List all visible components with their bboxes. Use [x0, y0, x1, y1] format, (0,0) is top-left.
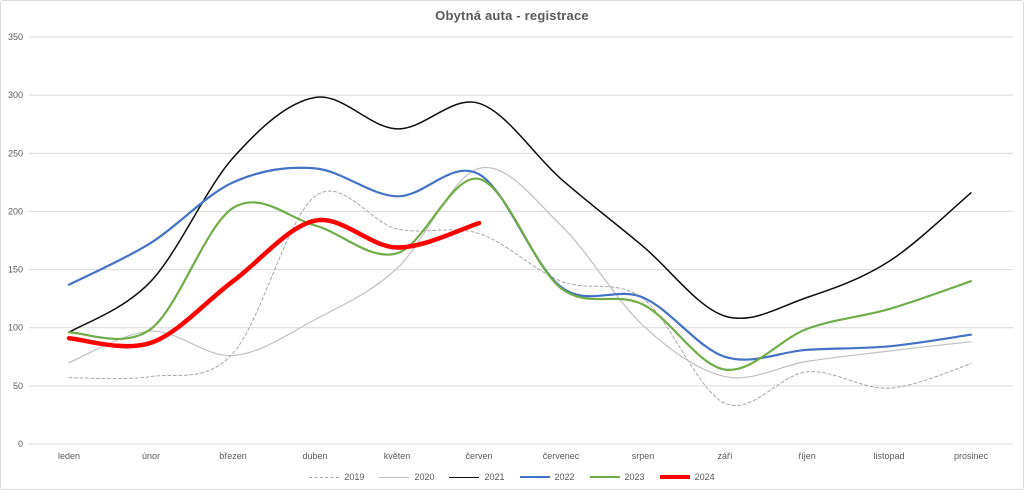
legend-label-2023: 2023: [624, 472, 645, 482]
x-axis-tick-label-listopad: listopad: [873, 451, 904, 461]
legend-line-icon-2023: [589, 476, 620, 478]
x-axis-tick-label-říjen: říjen: [798, 451, 816, 461]
series-line-2024: [66, 217, 482, 349]
legend-line-icon-2024: [659, 475, 690, 479]
y-axis-tick-label: 100: [8, 323, 23, 333]
x-axis-tick-label-květen: květen: [384, 451, 411, 461]
series-line-2019: [68, 190, 972, 406]
x-axis-tick-label-červen: červen: [465, 451, 492, 461]
y-axis-tick-label: 300: [8, 90, 23, 100]
y-axis-tick-label: 50: [13, 381, 23, 391]
x-axis-tick-label-únor: únor: [142, 451, 160, 461]
x-axis-tick-label-červenec: červenec: [543, 451, 580, 461]
series-line-2021: [68, 96, 972, 334]
y-axis-tick-label: 150: [8, 265, 23, 275]
series-line-2023: [67, 177, 973, 371]
legend-item-2021: 2021: [449, 472, 505, 482]
y-axis-tick-label: 0: [18, 439, 23, 449]
legend-item-2020: 2020: [379, 472, 434, 482]
chart-title: Obytná auta - registrace: [435, 8, 589, 23]
legend-line-icon-2021: [449, 476, 480, 478]
y-axis-tick-label: 250: [8, 148, 23, 158]
x-axis-tick-label-prosinec: prosinec: [954, 451, 989, 461]
x-axis-tick-label-duben: duben: [302, 451, 327, 461]
x-axis-tick-label-září: září: [717, 451, 733, 461]
y-axis-tick-label: 200: [8, 206, 23, 216]
legend-line-icon-2020: [379, 476, 410, 478]
legend-item-2022: 2022: [519, 472, 575, 482]
series-line-2022: [67, 166, 973, 361]
legend-label-2024: 2024: [694, 472, 715, 482]
line-chart-plot-area: 0 50 100 150 200 250 300 350 leden únor březen dube…: [8, 32, 1013, 461]
legend-item-2024: 2024: [659, 472, 715, 482]
legend-label-2021: 2021: [484, 472, 505, 482]
y-axis-tick-label: 350: [8, 32, 23, 42]
legend-line-icon-2022: [519, 476, 550, 478]
series-line-2020: [68, 166, 972, 379]
x-axis-tick-label-leden: leden: [58, 451, 80, 461]
x-axis-tick-label-březen: březen: [219, 451, 247, 461]
legend-item-2019: 2019: [309, 472, 364, 482]
x-axis-tick-label-srpen: srpen: [632, 451, 655, 461]
legend-line-icon-2019: [309, 476, 340, 478]
legend-item-2023: 2023: [589, 472, 645, 482]
legend-label-2020: 2020: [414, 472, 435, 482]
chart-legend: 2019 2020 2021 2022 2023 2024: [1, 470, 1023, 484]
legend-label-2019: 2019: [344, 472, 365, 482]
legend-label-2022: 2022: [554, 472, 575, 482]
